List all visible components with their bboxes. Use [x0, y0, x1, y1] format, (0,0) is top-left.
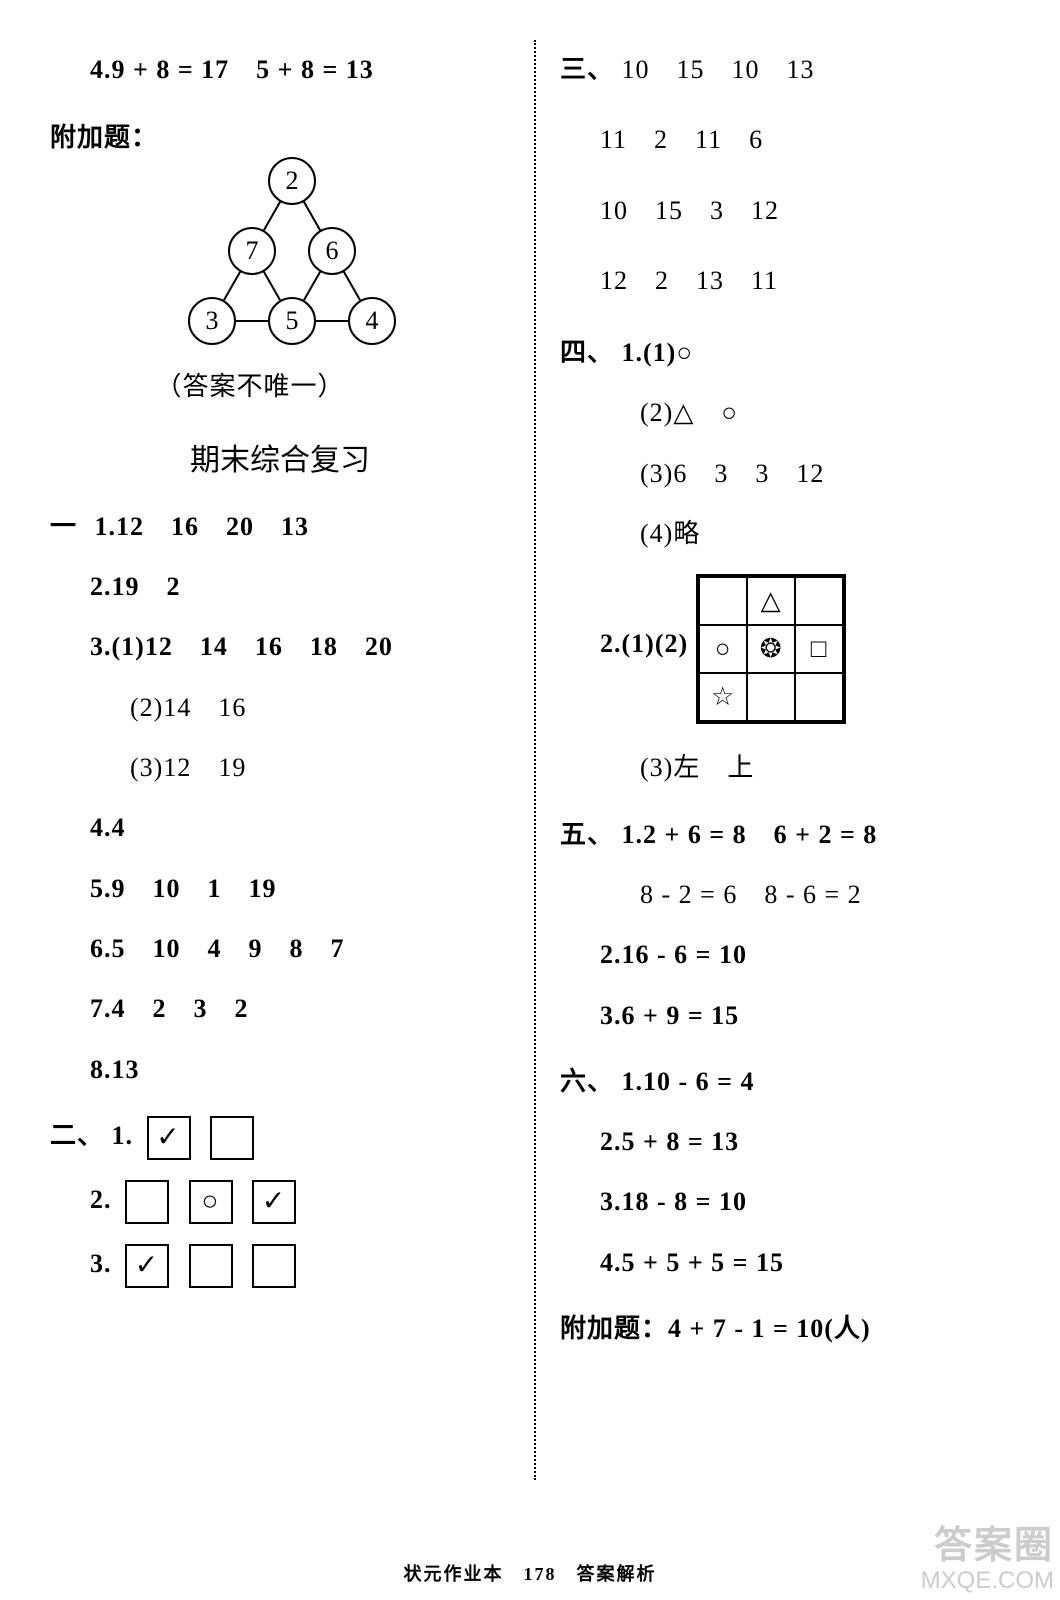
- s6-i2: 2.5 + 8 = 13: [560, 1122, 1010, 1162]
- s5-i2: 2.16 - 6 = 10: [560, 935, 1010, 975]
- s5-i1b: 8 - 2 = 6 8 - 6 = 2: [560, 875, 1010, 915]
- s3-r1: 11 2 11 6: [560, 120, 1010, 160]
- s1-i4: 4.4: [50, 808, 510, 848]
- s2-r1: 二、 1. ✓: [50, 1116, 510, 1160]
- s4-head: 四、: [560, 338, 614, 367]
- s1-i2: 2.19 2: [50, 567, 510, 607]
- s6-head: 六、: [560, 1067, 614, 1096]
- line-4: 4.9 + 8 = 17 5 + 8 = 13: [50, 50, 510, 90]
- column-divider: [534, 40, 536, 1480]
- triangle-note: （答案不唯一）: [50, 367, 510, 407]
- s4-i1: 1.(1)○: [622, 338, 694, 367]
- tri-node-6: 4: [348, 297, 396, 345]
- answer-box: [210, 1116, 254, 1160]
- s4-grid-row: 2.(1)(2) △ ○ ❂ □ ☆: [560, 574, 1010, 724]
- s1-i3: 3.(1)12 14 16 18 20: [50, 627, 510, 667]
- s1-i3b: (2)14 16: [50, 688, 510, 728]
- grid-cell: [747, 673, 795, 721]
- s3-r2: 10 15 3 12: [560, 191, 1010, 231]
- shape-grid: △ ○ ❂ □ ☆: [696, 574, 846, 724]
- s2-head: 二、: [50, 1121, 104, 1150]
- grid-cell: ○: [699, 625, 747, 673]
- tri-node-3: 6: [308, 227, 356, 275]
- left-column: 4.9 + 8 = 17 5 + 8 = 13 附加题： 2 7 6 3 5: [50, 40, 510, 1480]
- s2-r2-lbl: 2.: [90, 1185, 112, 1214]
- grid-cell: △: [747, 577, 795, 625]
- answer-box: [125, 1180, 169, 1224]
- s3-row0: 三、 10 15 10 13: [560, 50, 1010, 90]
- s1-i6: 6.5 10 4 9 8 7: [50, 929, 510, 969]
- s1-row: 一 1.12 16 20 13: [50, 507, 510, 547]
- s1-i3c: (3)12 19: [50, 748, 510, 788]
- s6-i3: 3.18 - 8 = 10: [560, 1182, 1010, 1222]
- s1-i5: 5.9 10 1 19: [50, 869, 510, 909]
- tri-node-2: 7: [228, 227, 276, 275]
- attach-label: 附加题：: [50, 118, 510, 158]
- answer-box: ○: [189, 1180, 233, 1224]
- right-column: 三、 10 15 10 13 11 2 11 6 10 15 3 12 12 2…: [560, 40, 1010, 1480]
- page-footer: 状元作业本 178 答案解析: [0, 1560, 1060, 1586]
- s5-i1: 1.2 + 6 = 8 6 + 2 = 8: [622, 820, 878, 849]
- s6-row0: 六、 1.10 - 6 = 4: [560, 1062, 1010, 1102]
- triangle-diagram: 2 7 6 3 5 4: [160, 157, 410, 357]
- tri-node-1: 2: [268, 157, 316, 205]
- s2-r1-lbl: 1.: [112, 1121, 134, 1150]
- grid-cell: [795, 673, 843, 721]
- answer-box: ✓: [252, 1180, 296, 1224]
- s6-i1: 1.10 - 6 = 4: [622, 1067, 755, 1096]
- grid-cell: □: [795, 625, 843, 673]
- s3-r3: 12 2 13 11: [560, 261, 1010, 301]
- answer-box: ✓: [147, 1116, 191, 1160]
- s1-i7: 7.4 2 3 2: [50, 989, 510, 1029]
- grid-cell: [699, 577, 747, 625]
- s4-i2: (2)△ ○: [560, 393, 1010, 433]
- answer-box: [252, 1244, 296, 1288]
- answer-box: ✓: [125, 1244, 169, 1288]
- s5-head: 五、: [560, 820, 614, 849]
- s4-i4: (4)略: [560, 514, 1010, 554]
- s1-head: 一: [50, 512, 77, 541]
- grid-cell: [795, 577, 843, 625]
- s5-i3: 3.6 + 9 = 15: [560, 996, 1010, 1036]
- s4-i3: (3)6 3 3 12: [560, 454, 1010, 494]
- grid-cell: ❂: [747, 625, 795, 673]
- s4-row0: 四、 1.(1)○: [560, 333, 1010, 373]
- grid-cell: ☆: [699, 673, 747, 721]
- s1-i8: 8.13: [50, 1050, 510, 1090]
- s3-head: 三、: [560, 55, 614, 84]
- s1-i1: 1.12 16 20 13: [95, 512, 310, 541]
- s2-r2: 2. ○ ✓: [50, 1180, 510, 1224]
- tri-node-4: 3: [188, 297, 236, 345]
- answer-box: [189, 1244, 233, 1288]
- page: 4.9 + 8 = 17 5 + 8 = 13 附加题： 2 7 6 3 5: [0, 0, 1060, 1490]
- extra-q: 附加题：4 + 7 - 1 = 10(人): [560, 1309, 1010, 1349]
- section-title: 期末综合复习: [50, 435, 510, 479]
- s2-r3-lbl: 3.: [90, 1249, 112, 1278]
- s3-r0: 10 15 10 13: [622, 55, 815, 84]
- tri-node-5: 5: [268, 297, 316, 345]
- s2-r3: 3. ✓: [50, 1244, 510, 1288]
- s5-row0: 五、 1.2 + 6 = 8 6 + 2 = 8: [560, 815, 1010, 855]
- s4-i6: (3)左 上: [560, 748, 1010, 788]
- s4-i5-lbl: 2.(1)(2): [600, 574, 688, 664]
- s6-i4: 4.5 + 5 + 5 = 15: [560, 1243, 1010, 1283]
